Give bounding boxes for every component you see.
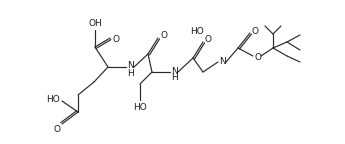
Text: HO: HO [190,28,204,36]
Text: O: O [53,125,60,133]
Text: OH: OH [88,19,102,29]
Text: N: N [127,61,134,71]
Text: H: H [127,69,134,77]
Text: N: N [219,56,225,66]
Text: O: O [205,35,211,43]
Text: O: O [255,54,262,62]
Text: O: O [160,32,168,40]
Text: O: O [252,26,258,36]
Text: HO: HO [133,103,147,111]
Text: O: O [112,35,119,43]
Text: N: N [171,67,177,75]
Text: HO: HO [46,95,60,105]
Text: H: H [171,73,177,83]
